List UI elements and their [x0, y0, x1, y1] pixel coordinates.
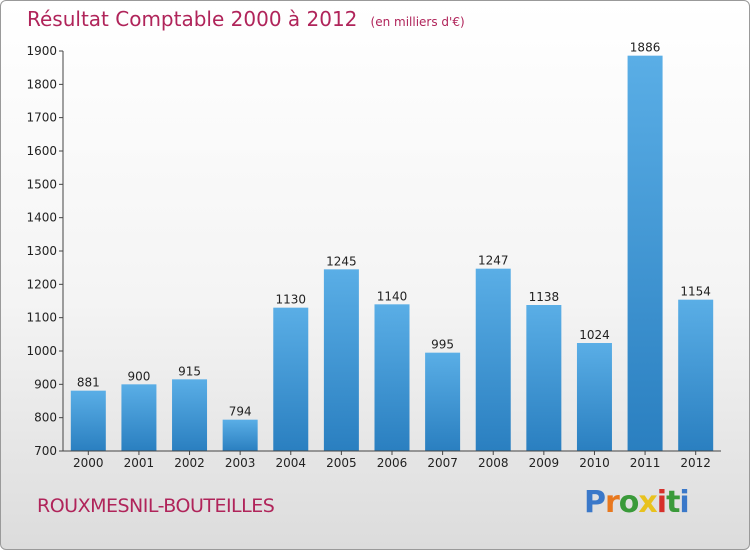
x-tick-label: 2004	[275, 456, 306, 470]
y-tick-label: 1500	[26, 177, 57, 191]
data-label: 794	[229, 405, 252, 419]
data-label: 900	[127, 369, 150, 383]
y-tick-label: 700	[34, 444, 57, 458]
place-name: ROUXMESNIL-BOUTEILLES	[37, 495, 275, 517]
x-tick-label: 2012	[680, 456, 711, 470]
logo-letter: o	[618, 485, 640, 520]
x-tick-label: 2006	[377, 456, 408, 470]
y-tick-label: 1300	[26, 244, 57, 258]
data-label: 1886	[630, 41, 661, 55]
y-tick-label: 1600	[26, 144, 57, 158]
bar-2003	[222, 419, 258, 451]
logo-letter: i	[679, 485, 689, 520]
y-tick-label: 1000	[26, 344, 57, 358]
logo-letter: t	[666, 485, 680, 520]
x-tick-label: 2009	[529, 456, 560, 470]
data-label: 995	[431, 338, 454, 352]
bar-2007	[425, 352, 461, 451]
bar-2004	[273, 307, 309, 451]
y-tick-label: 1200	[26, 277, 57, 291]
bar-2002	[172, 379, 208, 451]
data-label: 1130	[275, 293, 306, 307]
data-label: 1245	[326, 254, 357, 268]
bar-2009	[526, 305, 562, 451]
data-label: 1154	[680, 285, 711, 299]
y-tick-label: 800	[34, 411, 57, 425]
logo-letter: i	[656, 485, 667, 520]
bar-2005	[323, 269, 359, 451]
data-label: 1138	[529, 290, 560, 304]
logo-letter: r	[605, 485, 620, 520]
x-tick-label: 2011	[630, 456, 661, 470]
bar-2001	[121, 384, 157, 451]
x-tick-label: 2010	[579, 456, 610, 470]
x-tick-label: 2003	[225, 456, 256, 470]
logo-letter: x	[638, 485, 657, 520]
y-tick-label: 900	[34, 377, 57, 391]
y-tick-label: 1900	[26, 44, 57, 58]
logo-letter: P	[584, 485, 606, 520]
bar-2012	[678, 299, 714, 451]
x-tick-label: 2000	[73, 456, 104, 470]
y-tick-label: 1100	[26, 311, 57, 325]
y-tick-label: 1700	[26, 111, 57, 125]
bar-2000	[70, 390, 106, 451]
data-label: 1024	[579, 328, 610, 342]
title-row: Résultat Comptable 2000 à 2012 (en milli…	[27, 7, 465, 31]
bar-2011	[627, 55, 663, 452]
data-label: 915	[178, 364, 201, 378]
chart-subtitle: (en milliers d'€)	[370, 15, 465, 29]
x-tick-label: 2002	[174, 456, 205, 470]
x-tick-label: 2008	[478, 456, 509, 470]
bar-2008	[475, 268, 511, 451]
data-label: 881	[77, 376, 100, 390]
x-tick-label: 2001	[124, 456, 155, 470]
bar-2010	[576, 343, 612, 451]
x-tick-label: 2005	[326, 456, 357, 470]
y-tick-label: 1800	[26, 77, 57, 91]
data-label: 1247	[478, 254, 509, 268]
proxiti-logo: Proxiti	[584, 485, 690, 520]
x-tick-label: 2007	[427, 456, 458, 470]
bar-2006	[374, 304, 410, 451]
chart-title: Résultat Comptable 2000 à 2012	[27, 7, 358, 31]
data-label: 1140	[377, 289, 408, 303]
y-tick-label: 1400	[26, 211, 57, 225]
